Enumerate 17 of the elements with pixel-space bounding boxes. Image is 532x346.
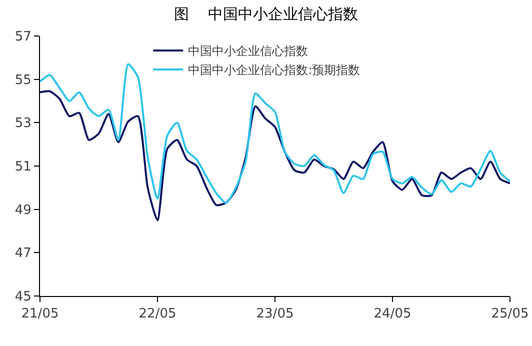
chart-title: 图 中国中小企业信心指数 (174, 5, 358, 24)
x-tick-label: 25/05 (491, 306, 529, 322)
x-tick-label: 24/05 (374, 306, 412, 322)
x-tick-label: 21/05 (21, 306, 59, 322)
x-tick-label: 23/05 (256, 306, 294, 322)
y-tick-label: 53 (14, 116, 32, 132)
y-tick-label: 49 (14, 202, 32, 218)
y-tick-label: 47 (14, 246, 32, 262)
legend-label: 中国中小企业信心指数 (188, 44, 308, 58)
x-tick-label: 22/05 (138, 306, 176, 322)
line-series (40, 63, 510, 204)
y-tick-label: 51 (14, 160, 32, 175)
line-series (40, 90, 510, 222)
y-tick-label: 57 (14, 30, 32, 45)
y-tick-label: 55 (14, 72, 32, 88)
y-tick-label: 45 (14, 290, 32, 305)
legend-label: 中国中小企业信心指数:预期指数 (188, 63, 360, 78)
